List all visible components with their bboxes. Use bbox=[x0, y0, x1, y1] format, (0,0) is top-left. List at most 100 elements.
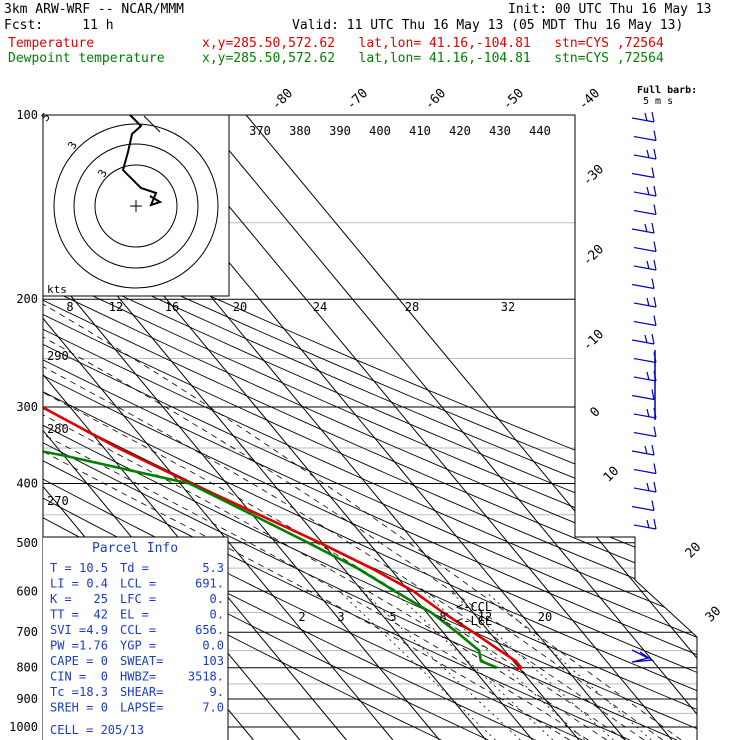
moist-adiabat bbox=[43, 298, 589, 740]
parcel-row-label: Tc = bbox=[50, 685, 79, 699]
parcel-box-bg bbox=[43, 537, 228, 740]
dry-adiabat bbox=[43, 115, 678, 740]
parcel-row-label: SWEAT= bbox=[120, 654, 163, 668]
mixing-ratio-label: 5 bbox=[389, 610, 396, 624]
mixing-ratio-label: 3 bbox=[337, 610, 344, 624]
hodograph-speed-tick: 20 bbox=[233, 300, 247, 314]
wind-barb bbox=[633, 426, 657, 438]
pressure-tick-label: 100 bbox=[16, 108, 38, 122]
parcel-info-box: Parcel Info T = 10.5 Td = 5.3 LI = 0.4 LCL = 691… bbox=[43, 536, 229, 740]
model-title: 3km ARW-WRF -- NCAR/MMM bbox=[4, 2, 185, 17]
parcel-row-label: EL = bbox=[120, 608, 149, 622]
wind-barb bbox=[633, 370, 657, 382]
lcl-marker: <-LCL bbox=[456, 614, 492, 628]
hodograph-trace bbox=[121, 114, 163, 207]
parcel-row-value: 42 bbox=[94, 608, 108, 622]
parcel-cell: CELL = 205/13 bbox=[50, 723, 144, 737]
wind-barb bbox=[633, 148, 657, 160]
pressure-tick-label: 500 bbox=[16, 536, 38, 550]
theta-tick-label: 400 bbox=[369, 124, 391, 138]
pressure-tick-label: 600 bbox=[16, 584, 38, 598]
barb-legend-title: Full barb: bbox=[637, 85, 697, 96]
hodograph-speed-tick: 28 bbox=[405, 300, 419, 314]
theta-tick-label: 410 bbox=[409, 124, 431, 138]
theta-tick-label: 420 bbox=[449, 124, 471, 138]
dry-adiabat bbox=[43, 115, 697, 740]
hodograph-speed-tick: 12 bbox=[109, 300, 123, 314]
wind-barb bbox=[633, 185, 657, 197]
dry-adiabat bbox=[43, 115, 697, 740]
parcel-row-label: PW = bbox=[50, 639, 79, 653]
wind-barb bbox=[633, 241, 657, 253]
pressure-tick-label: 300 bbox=[16, 400, 38, 414]
hodograph-speed-tick: 24 bbox=[313, 300, 327, 314]
hodograph-speed-tick: 32 bbox=[501, 300, 515, 314]
parcel-row-label: LCL = bbox=[120, 577, 156, 591]
parcel-row-value: 18.3 bbox=[79, 685, 108, 699]
right-temperature-tick: 30 bbox=[703, 604, 725, 626]
isotherm bbox=[152, 115, 673, 740]
parcel-row-label: K = bbox=[50, 592, 72, 606]
moist-adiabat bbox=[43, 298, 663, 740]
valid-time: Valid: 11 UTC Thu 16 May 13 (05 MDT Thu … bbox=[292, 18, 684, 33]
parcel-row-value: 0. bbox=[210, 608, 224, 622]
isotherm bbox=[0, 115, 21, 740]
dry-adiabat bbox=[43, 115, 697, 740]
dewpoint-label: Dewpoint temperature bbox=[8, 51, 165, 66]
barb-surface bbox=[631, 649, 654, 663]
wind-barb bbox=[633, 204, 657, 216]
parcel-row-value: 0 bbox=[101, 670, 108, 684]
theta-tick-label: 440 bbox=[529, 124, 551, 138]
temperature-location: x,y=285.50,572.62 lat,lon= 41.16,-104.81… bbox=[202, 36, 664, 51]
temperature-line bbox=[43, 115, 523, 671]
parcel-row-value: 0 bbox=[101, 701, 108, 715]
dewpoint-line bbox=[43, 115, 498, 669]
dry-adiabat bbox=[43, 115, 697, 740]
parcel-row-value: 0. bbox=[210, 592, 224, 606]
wind-barb bbox=[633, 481, 657, 493]
dry-adiabat bbox=[43, 115, 583, 740]
parcel-row-label: CIN = bbox=[50, 670, 86, 684]
dry-adiabat bbox=[43, 115, 697, 740]
wind-barbs: Full barb:5 m s bbox=[631, 85, 697, 663]
temperature-label: Temperature bbox=[8, 36, 95, 51]
parcel-row-label: CAPE = bbox=[50, 654, 93, 668]
hodograph-ring bbox=[53, 123, 219, 289]
parcel-row-value: 5.3 bbox=[202, 561, 224, 575]
wind-barb bbox=[633, 130, 657, 142]
right-temperature-tick: -20 bbox=[580, 242, 607, 269]
theta-tick-label: 380 bbox=[289, 124, 311, 138]
wind-barb bbox=[631, 278, 655, 290]
mixing-ratio-label: 12 bbox=[478, 610, 492, 624]
top-temperature-tick: -40 bbox=[576, 86, 603, 113]
hodograph-upper-trace bbox=[143, 115, 161, 133]
parcel-row-value: 1.76 bbox=[79, 639, 108, 653]
theta-left-label: 280 bbox=[47, 422, 69, 436]
parcel-row-label: SVI = bbox=[50, 623, 86, 637]
hodograph-ring bbox=[73, 143, 199, 269]
parcel-row-label: CCL = bbox=[120, 623, 156, 637]
right-temperature-tick: 0 bbox=[587, 404, 603, 420]
hodograph-unit: kts bbox=[47, 283, 67, 296]
right-temperature-tick: 10 bbox=[601, 464, 623, 486]
parcel-row-value: 25 bbox=[94, 592, 108, 606]
dry-adiabat bbox=[43, 115, 697, 740]
dry-adiabat bbox=[43, 115, 697, 740]
moist-adiabat bbox=[43, 298, 626, 740]
pressure-tick-label: 700 bbox=[16, 625, 38, 639]
parcel-row-value: 691. bbox=[195, 577, 224, 591]
parcel-row-value: 0.4 bbox=[86, 577, 108, 591]
hodograph-ring bbox=[94, 164, 178, 248]
wind-barb bbox=[631, 167, 655, 179]
top-temperature-tick: -60 bbox=[422, 86, 449, 113]
parcel-row-value: 4.9 bbox=[86, 623, 108, 637]
parcel-row-label: T = bbox=[50, 561, 72, 575]
wind-barb bbox=[631, 111, 655, 123]
dry-adiabat bbox=[43, 115, 697, 740]
theta-left-label: 270 bbox=[47, 494, 69, 508]
pressure-tick-label: 800 bbox=[16, 661, 38, 675]
isotherm bbox=[43, 115, 440, 740]
parcel-row-value: 103 bbox=[202, 654, 224, 668]
